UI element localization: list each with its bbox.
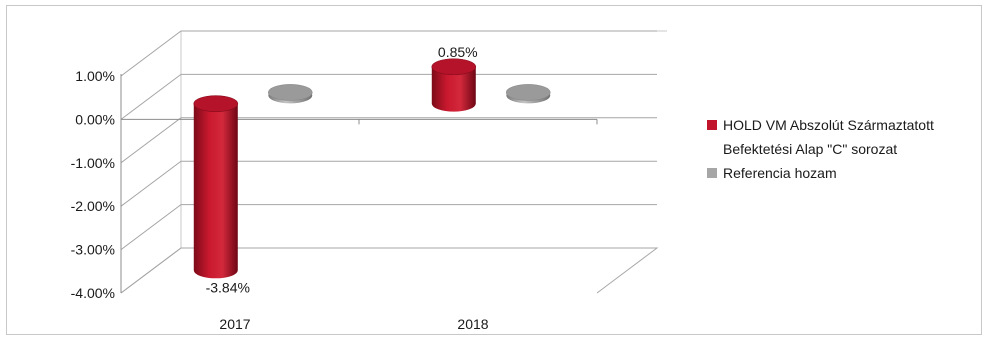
gridline [120,73,657,120]
legend-label: Befektetési Alap "C" sorozat [723,141,897,157]
gridline [120,247,657,294]
x-tick-label: 2018 [457,316,488,332]
tick-labels: 1.00% 0.00% -1.00% -2.00% -3.00% -4.00% 2017 20… [71,68,489,332]
bar-top [431,58,477,76]
bar-top [267,84,313,101]
y-tick-label: -1.00% [71,155,115,171]
x-tick-label: 2017 [219,316,250,332]
y-tick-label: 1.00% [75,68,115,84]
gridline [120,30,657,77]
axes [120,74,598,293]
legend: HOLD VM Abszolút Származtatott Befektetés… [707,117,934,181]
y-tick-label: -3.00% [71,242,115,258]
legend-label: HOLD VM Abszolút Származtatott [723,117,934,133]
data-label: -3.84% [206,279,250,295]
bar-body [431,66,476,112]
gridlines [120,30,657,294]
chart: 1.00% 0.00% -1.00% -2.00% -3.00% -4.00% 2017 20… [71,30,934,332]
gridline [120,117,657,164]
chart-frame: 1.00% 0.00% -1.00% -2.00% -3.00% -4.00% 2017 20… [6,5,982,335]
bar-top [193,95,239,112]
bar-body [193,103,238,279]
gridline [120,204,657,250]
bar-top [505,84,551,101]
data-label: 0.85% [438,44,478,60]
y-tick-label: -2.00% [71,198,115,214]
gridline [120,160,657,207]
data-labels: -3.84% 0.85% [206,44,478,296]
y-tick-label: -4.00% [71,285,115,301]
legend-label: Referencia hozam [723,165,837,181]
y-tick-label: 0.00% [75,111,115,127]
back-wall [180,30,667,248]
legend-swatch [707,120,717,130]
legend-swatch [707,168,717,178]
bars [193,58,551,279]
